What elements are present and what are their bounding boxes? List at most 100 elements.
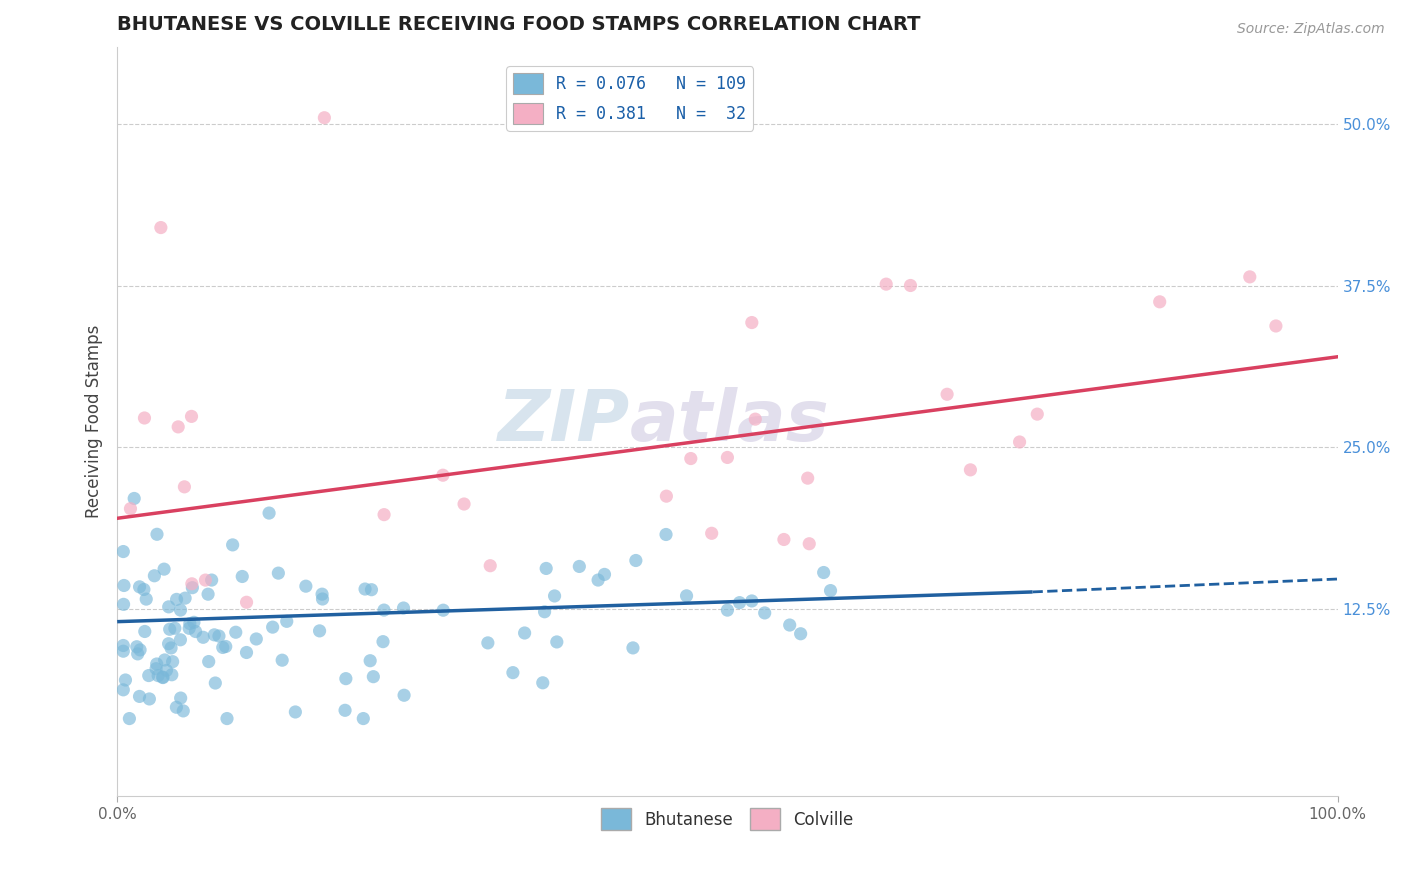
Point: [152, 670, 174, 684]
Point: [122, 491, 145, 506]
Point: [1149, 294, 1171, 309]
Point: [479, 558, 502, 573]
Point: [134, 624, 156, 639]
Legend: Bhutanese, Colville: Bhutanese, Colville: [595, 802, 860, 837]
Point: [215, 712, 238, 726]
Point: [546, 635, 568, 649]
Point: [169, 691, 191, 706]
Point: [352, 712, 374, 726]
Point: [820, 583, 842, 598]
Point: [157, 637, 180, 651]
Point: [568, 559, 591, 574]
Point: [114, 673, 136, 687]
Point: [1239, 269, 1261, 284]
Point: [308, 624, 330, 638]
Point: [675, 589, 697, 603]
Point: [138, 692, 160, 706]
Point: [502, 665, 524, 680]
Point: [799, 537, 821, 551]
Point: [335, 672, 357, 686]
Point: [959, 463, 981, 477]
Point: [789, 626, 811, 640]
Point: [235, 595, 257, 609]
Point: [773, 533, 796, 547]
Point: [936, 387, 959, 401]
Point: [165, 700, 187, 714]
Point: [1264, 318, 1286, 333]
Point: [153, 562, 176, 576]
Point: [392, 688, 415, 702]
Point: [153, 653, 176, 667]
Point: [359, 654, 381, 668]
Point: [371, 634, 394, 648]
Point: [202, 628, 225, 642]
Point: [179, 621, 201, 635]
Point: [145, 662, 167, 676]
Point: [716, 450, 738, 465]
Point: [127, 647, 149, 661]
Point: [208, 629, 231, 643]
Point: [128, 580, 150, 594]
Point: [245, 632, 267, 646]
Point: [360, 582, 382, 597]
Point: [477, 636, 499, 650]
Text: atlas: atlas: [630, 387, 830, 456]
Point: [155, 664, 177, 678]
Point: [453, 497, 475, 511]
Point: [112, 682, 135, 697]
Point: [159, 622, 181, 636]
Point: [875, 277, 897, 292]
Point: [513, 626, 536, 640]
Point: [191, 630, 214, 644]
Point: [149, 220, 172, 235]
Point: [373, 508, 395, 522]
Point: [132, 582, 155, 597]
Point: [295, 579, 318, 593]
Point: [311, 587, 333, 601]
Point: [900, 278, 922, 293]
Point: [201, 573, 224, 587]
Point: [543, 589, 565, 603]
Point: [215, 640, 238, 654]
Point: [225, 625, 247, 640]
Point: [716, 603, 738, 617]
Point: [779, 618, 801, 632]
Point: [197, 587, 219, 601]
Point: [118, 712, 141, 726]
Point: [162, 655, 184, 669]
Point: [112, 578, 135, 592]
Point: [534, 561, 557, 575]
Point: [624, 553, 647, 567]
Point: [197, 655, 219, 669]
Point: [257, 506, 280, 520]
Point: [174, 591, 197, 606]
Point: [1026, 407, 1049, 421]
Y-axis label: Receiving Food Stamps: Receiving Food Stamps: [86, 325, 103, 518]
Point: [211, 640, 233, 655]
Point: [754, 606, 776, 620]
Point: [194, 573, 217, 587]
Point: [231, 569, 253, 583]
Point: [184, 624, 207, 639]
Point: [120, 501, 142, 516]
Text: BHUTANESE VS COLVILLE RECEIVING FOOD STAMPS CORRELATION CHART: BHUTANESE VS COLVILLE RECEIVING FOOD STA…: [117, 15, 921, 34]
Text: Source: ZipAtlas.com: Source: ZipAtlas.com: [1237, 22, 1385, 37]
Point: [276, 615, 298, 629]
Point: [135, 592, 157, 607]
Point: [271, 653, 294, 667]
Point: [744, 412, 766, 426]
Point: [129, 643, 152, 657]
Point: [392, 601, 415, 615]
Point: [354, 582, 377, 596]
Point: [146, 668, 169, 682]
Point: [163, 621, 186, 635]
Point: [314, 111, 336, 125]
Point: [169, 603, 191, 617]
Point: [169, 632, 191, 647]
Point: [679, 451, 702, 466]
Point: [796, 471, 818, 485]
Point: [267, 566, 290, 581]
Point: [152, 671, 174, 685]
Point: [204, 676, 226, 690]
Point: [531, 675, 554, 690]
